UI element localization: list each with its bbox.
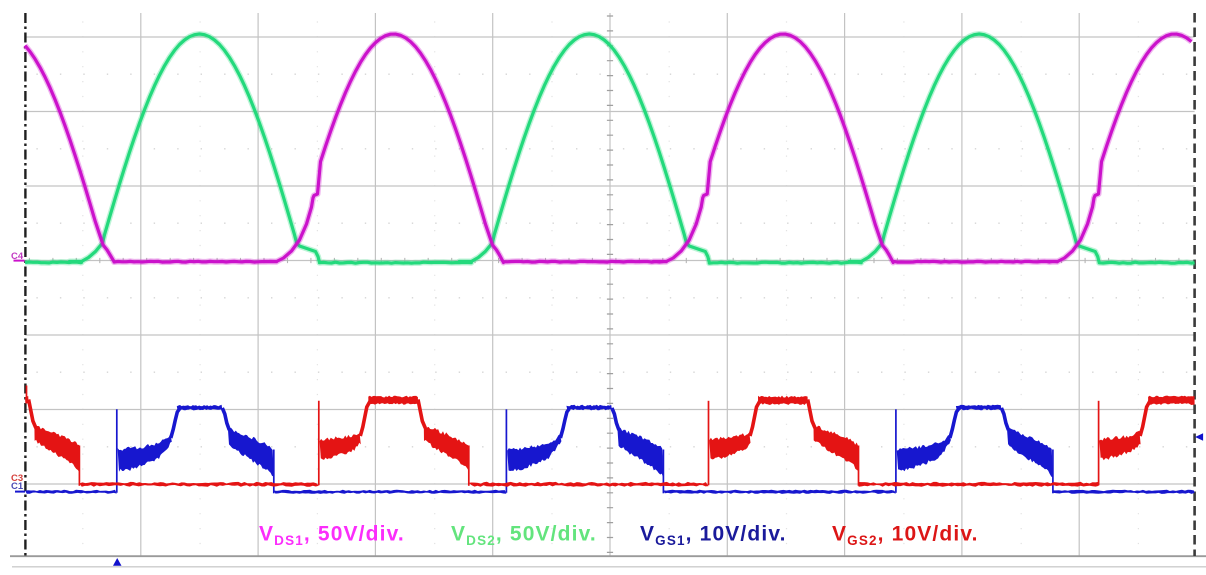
svg-text:C1: C1	[11, 481, 24, 492]
svg-text:C4: C4	[11, 251, 24, 262]
svg-text:VDS2, 50V/div.: VDS2, 50V/div.	[451, 523, 597, 549]
svg-text:C3: C3	[11, 473, 23, 484]
svg-text:VGS2, 10V/div.: VGS2, 10V/div.	[832, 523, 979, 549]
svg-text:VGS1, 10V/div.: VGS1, 10V/div.	[640, 523, 787, 549]
